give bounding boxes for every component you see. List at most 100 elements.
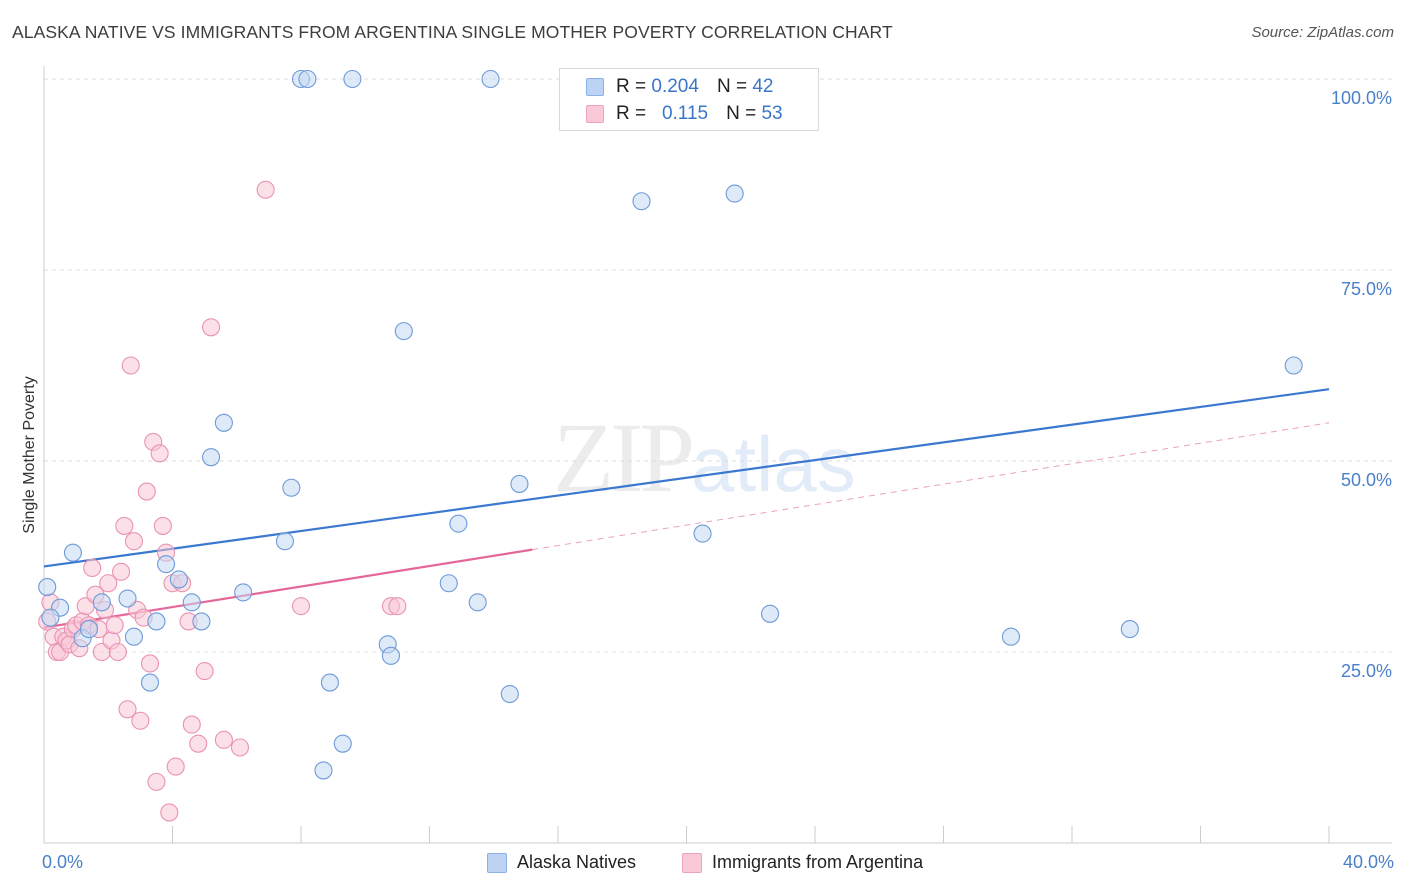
alaska-point: [1284, 356, 1303, 375]
argentina-point: [83, 558, 102, 578]
legend-r-value: 0.204: [651, 76, 699, 97]
argentina-point: [112, 562, 131, 581]
argentina-point: [121, 356, 140, 375]
y-tick-label: 25.0%: [1341, 661, 1392, 681]
legend-r-value: 0.115: [661, 103, 709, 124]
series-legend-alaska[interactable]: Alaska Natives: [487, 852, 636, 873]
legend-n-label: N =: [726, 103, 757, 124]
argentina-point: [214, 730, 233, 749]
legend-n-value: 42: [752, 76, 774, 97]
argentina-point: [182, 715, 201, 734]
trend-lines: [43, 388, 1330, 629]
alaska-point: [169, 570, 188, 589]
argentina-point: [189, 734, 208, 753]
series-legend: Alaska Natives Immigrants from Argentina: [0, 852, 1406, 878]
y-tick-labels: 25.0% 50.0% 75.0% 100.0%: [1331, 88, 1392, 681]
alaska-point: [282, 478, 301, 497]
alaska-point: [693, 524, 712, 543]
trend-line-argentina-extension: [532, 422, 1330, 551]
alaska-point: [157, 555, 176, 574]
legend-n-value: 53: [761, 103, 783, 124]
alaska-point: [449, 514, 468, 533]
argentina-point: [166, 757, 185, 776]
alaska-point: [500, 684, 519, 704]
argentina-point: [230, 738, 250, 757]
alaska-point: [510, 474, 529, 493]
legend-swatch-pink: [586, 105, 604, 123]
alaska-point: [214, 413, 233, 432]
alaska-point: [381, 646, 401, 665]
series-name: Immigrants from Argentina: [712, 852, 924, 872]
watermark-atlas: atlas: [691, 420, 856, 508]
alaska-point: [468, 593, 487, 612]
alaska-point: [314, 761, 333, 780]
argentina-point: [388, 597, 407, 616]
series-legend-argentina[interactable]: Immigrants from Argentina: [682, 852, 923, 873]
argentina-point: [115, 516, 134, 535]
alaska-point: [79, 620, 99, 639]
alaska-point: [760, 604, 780, 623]
trend-line-alaska: [43, 388, 1330, 568]
alaska-point: [320, 673, 339, 692]
argentina-point: [99, 574, 118, 593]
alaska-point: [394, 322, 413, 341]
alaska-point: [439, 574, 458, 593]
alaska-point: [118, 589, 137, 608]
argentina-point: [131, 711, 150, 730]
trend-line-argentina: [43, 548, 533, 629]
alaska-point: [481, 69, 500, 89]
alaska-point: [92, 593, 111, 612]
alaska-point: [147, 612, 166, 631]
alaska-point: [1120, 620, 1139, 639]
alaska-point: [1001, 627, 1021, 646]
argentina-point: [105, 616, 124, 635]
legend-n-label: N =: [716, 76, 748, 97]
argentina-point: [140, 654, 160, 673]
alaska-point: [192, 612, 211, 631]
alaska-point: [333, 734, 352, 753]
data-points: [38, 69, 1303, 822]
x-tick-max: 40.0%: [1342, 852, 1394, 872]
alaska-point: [41, 608, 60, 627]
argentina-point: [291, 597, 311, 616]
argentina-point: [124, 532, 143, 551]
legend-swatch-blue: [586, 78, 604, 96]
alaska-point: [343, 69, 362, 89]
grid-lines: [44, 78, 1392, 653]
y-tick-label: 75.0%: [1341, 279, 1392, 299]
legend-r-label: R =: [616, 76, 647, 97]
y-tick-label: 50.0%: [1341, 470, 1392, 490]
source-credit: Source: ZipAtlas.com: [1251, 24, 1394, 41]
series-swatch-blue: [487, 852, 507, 873]
argentina-point: [108, 642, 127, 662]
alaska-point: [632, 192, 651, 211]
correlation-legend: R = 0.204 N = 42 R = 0.115 N = 53: [559, 68, 819, 131]
argentina-point: [256, 180, 275, 199]
watermark: ZIPatlas: [553, 400, 856, 515]
alaska-point: [63, 543, 82, 562]
x-axis: [43, 66, 1392, 844]
argentina-point: [195, 662, 214, 681]
argentina-point: [137, 482, 156, 501]
argentina-point: [118, 700, 137, 719]
argentina-point: [160, 803, 179, 822]
alaska-point: [298, 69, 317, 89]
legend-row-alaska: R = 0.204 N = 42: [560, 73, 773, 101]
chart-title: ALASKA NATIVE VS IMMIGRANTS FROM ARGENTI…: [12, 22, 893, 42]
legend-row-argentina: R = 0.115 N = 53: [560, 100, 783, 128]
alaska-point: [182, 593, 201, 612]
alaska-point: [234, 583, 253, 602]
alaska-point: [275, 532, 294, 551]
legend-r-label: R =: [616, 103, 647, 124]
argentina-point: [153, 516, 172, 535]
argentina-point: [150, 444, 169, 463]
series-name: Alaska Natives: [517, 852, 637, 872]
alaska-point: [38, 578, 57, 597]
alaska-point: [725, 184, 744, 203]
argentina-point: [147, 772, 166, 791]
alaska-point: [202, 448, 221, 467]
alaska-point: [124, 627, 143, 646]
argentina-point: [202, 318, 221, 337]
y-tick-label: 100.0%: [1331, 88, 1392, 108]
